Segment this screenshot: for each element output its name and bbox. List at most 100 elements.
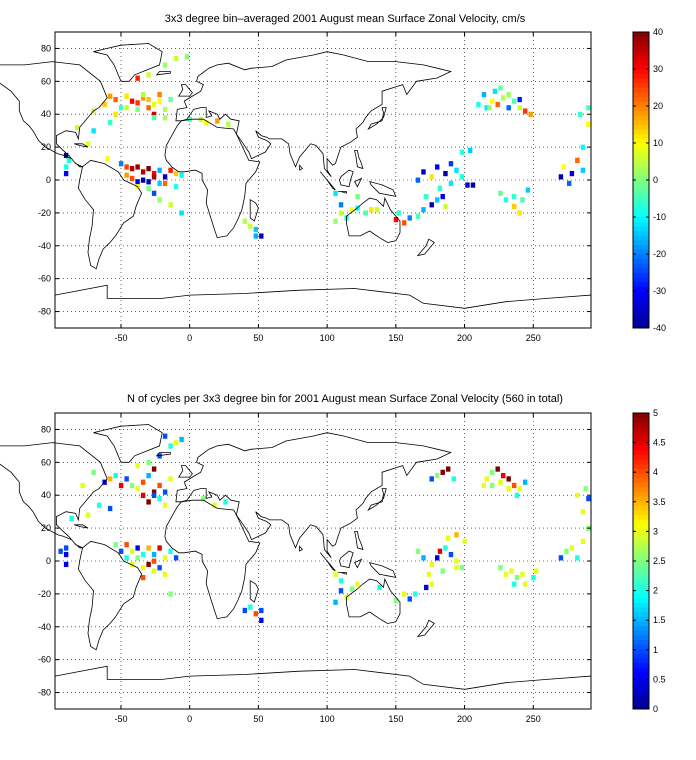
cycles-bin-cell — [484, 476, 489, 482]
velocity-bin-cell — [173, 55, 179, 62]
cycles-bin-cell — [413, 591, 418, 597]
cycles-colorbar-step — [633, 519, 649, 525]
cycles-colorbar-step — [633, 514, 649, 520]
velocity-bin-cell — [561, 164, 566, 170]
velocity-bin-cell — [66, 157, 72, 164]
cycles-bin-cell — [80, 482, 85, 489]
cycles-bin-cell — [162, 489, 168, 495]
cycles-bin-cell — [338, 578, 344, 584]
velocity-bin-cell — [558, 174, 564, 180]
velocity-bin-cell — [511, 98, 517, 104]
velocity-ytick-label: -20 — [38, 208, 51, 218]
velocity-bin-cell — [511, 193, 517, 200]
cycles-bin-cell — [454, 565, 459, 571]
cycles-bin-cell — [586, 496, 591, 502]
velocity-colorbar-step — [633, 193, 649, 199]
velocity-bin-cell — [105, 156, 110, 162]
velocity-colorbar-step — [633, 244, 649, 250]
cycles-colorbar-label: 2 — [653, 586, 658, 596]
cycles-coastline — [319, 552, 336, 572]
cycles-bin-cell — [259, 617, 264, 623]
cycles-coastline — [339, 550, 354, 569]
cycles-bin-cell — [489, 482, 495, 489]
velocity-bin-cell — [129, 166, 135, 172]
velocity-bin-cell — [107, 119, 113, 126]
cycles-colorbar-step — [633, 473, 649, 479]
velocity-ytick-label: 80 — [41, 43, 51, 53]
cycles-coastline — [175, 432, 452, 558]
velocity-bin-cell — [338, 202, 344, 208]
velocity-bin-cell — [253, 226, 259, 233]
velocity-bin-cell — [74, 124, 80, 131]
cycles-bin-cell — [506, 476, 511, 482]
cycles-axes: -50 0 50 100 150 200 250 -80 -60 -40 -20 0 20 40 60 80 — [38, 413, 591, 724]
velocity-bin-cell — [253, 233, 259, 239]
cycles-bin-cell — [58, 548, 63, 554]
cycles-bin-cell — [407, 596, 412, 602]
velocity-coastline — [175, 51, 452, 177]
cycles-bin-cell — [531, 574, 536, 581]
cycles-colorbar-step — [633, 658, 649, 664]
cycles-colorbar-step — [633, 635, 649, 641]
cycles-bin-cell — [481, 482, 487, 489]
cycles-bin-cell — [118, 548, 124, 554]
cycles-bin-cell — [140, 574, 146, 581]
cycles-bin-cell — [135, 545, 140, 551]
cycles-colorbar-step — [633, 699, 649, 705]
velocity-bin-cell — [135, 75, 140, 81]
cycles-ytick-label: 40 — [41, 490, 51, 500]
cycles-bin-cell — [580, 538, 586, 545]
cycles-coastline — [93, 424, 163, 463]
cycles-colorbar-step — [633, 579, 649, 585]
velocity-colorbar-step — [633, 263, 649, 269]
velocity-bin-cell — [421, 207, 426, 213]
cycles-gridlines — [55, 413, 591, 709]
velocity-colorbar-step — [633, 41, 649, 47]
velocity-axes: -50 0 50 100 150 200 250 -80 -60 -40 -20 0 20 40 60 80 — [38, 32, 591, 343]
cycles-colorbar-step — [633, 672, 649, 678]
cycles-colorbar-step — [633, 648, 649, 654]
velocity-colorbar-step — [633, 207, 649, 213]
cycles-bin-cell — [489, 469, 495, 475]
cycles-bin-cell — [173, 440, 179, 446]
velocity-colorbar-step — [633, 198, 649, 204]
velocity-bin-cell — [162, 62, 168, 68]
velocity-bin-cell — [528, 111, 533, 117]
velocity-bin-cell — [242, 218, 248, 224]
velocity-bin-cell — [517, 96, 522, 103]
velocity-bin-cell — [498, 85, 503, 91]
cycles-colorbar-step — [633, 570, 649, 576]
cycles-bin-cell — [91, 469, 96, 475]
velocity-coastline — [338, 191, 347, 194]
velocity-colorbar-step — [633, 110, 649, 116]
cycles-xtick-label: 250 — [526, 714, 541, 724]
cycles-bin-cell — [498, 479, 503, 485]
velocity-coastline — [177, 84, 193, 97]
cycles-colorbar-step — [633, 630, 649, 636]
cycles-bin-cell — [440, 568, 445, 574]
cycles-bin-cell — [162, 502, 168, 508]
velocity-bin-cell — [333, 218, 338, 224]
velocity-colorbar-step — [633, 249, 649, 255]
velocity-bin-cell — [85, 141, 91, 147]
velocity-bin-cell — [355, 193, 360, 200]
velocity-bin-cell — [500, 95, 506, 101]
velocity-ytick-label: 40 — [41, 109, 51, 119]
velocity-bin-cell — [63, 170, 69, 177]
cycles-coastline — [299, 545, 304, 552]
velocity-bin-cell — [259, 233, 264, 239]
velocity-colorbar-step — [633, 184, 649, 190]
cycles-colorbar-step — [633, 621, 649, 627]
cycles-bin-cell — [333, 571, 338, 577]
velocity-colorbar-step — [633, 143, 649, 149]
cycles-bin-cell — [157, 496, 162, 502]
cycles-colorbar-step — [633, 505, 649, 511]
velocity-colorbar-step — [633, 318, 649, 324]
cycles-bin-cell — [462, 538, 467, 545]
velocity-colorbar-step — [633, 254, 649, 260]
velocity-colorbar-label: 10 — [653, 138, 663, 148]
velocity-colorbar-step — [633, 115, 649, 121]
cycles-bin-cell — [454, 532, 459, 538]
velocity-bin-cell — [498, 190, 503, 196]
cycles-colorbar-step — [633, 496, 649, 502]
